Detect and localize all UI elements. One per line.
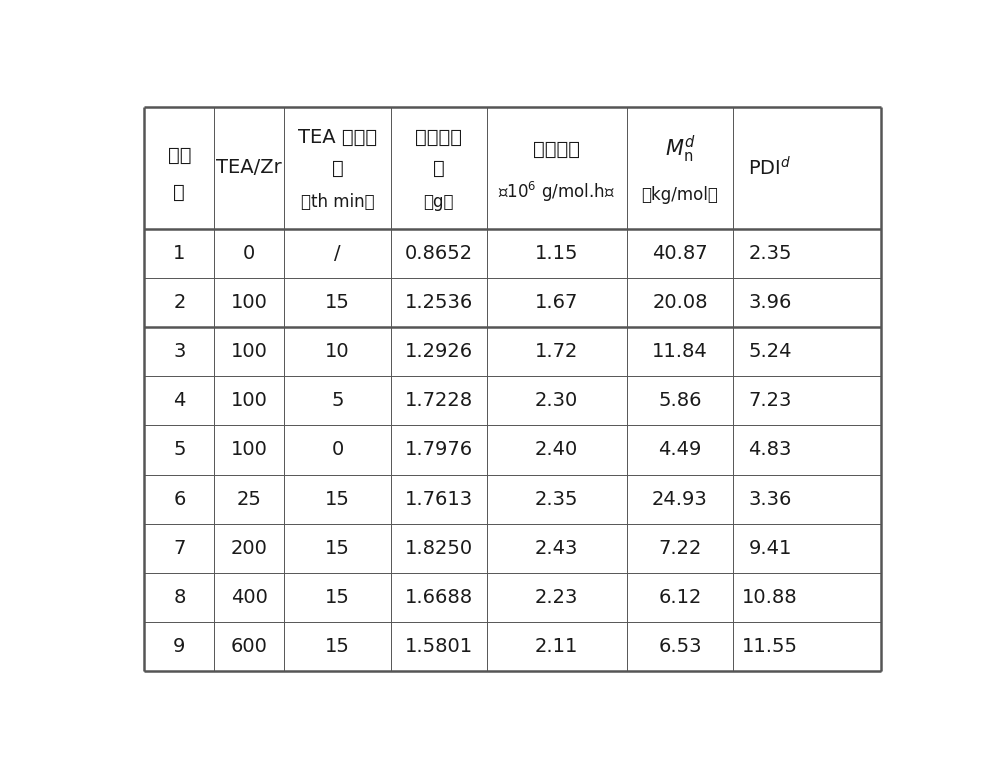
Text: 25: 25 (237, 490, 262, 509)
Text: 15: 15 (325, 637, 350, 656)
Text: 1.5801: 1.5801 (405, 637, 473, 656)
Text: 7.23: 7.23 (748, 391, 792, 410)
Text: 10.88: 10.88 (742, 588, 798, 607)
Text: 15: 15 (325, 588, 350, 607)
Text: 2.30: 2.30 (535, 391, 578, 410)
Text: 3.36: 3.36 (748, 490, 792, 509)
Text: 4.49: 4.49 (658, 440, 702, 460)
Text: 40.87: 40.87 (652, 244, 708, 263)
Text: 6: 6 (173, 490, 186, 509)
Text: 1.72: 1.72 (535, 342, 578, 361)
Text: 600: 600 (231, 637, 268, 656)
Text: 刻: 刻 (332, 159, 344, 177)
Text: 15: 15 (325, 293, 350, 312)
Text: 0.8652: 0.8652 (405, 244, 473, 263)
Text: 10: 10 (325, 342, 350, 361)
Text: 1.2536: 1.2536 (405, 293, 473, 312)
Text: 1.67: 1.67 (535, 293, 578, 312)
Text: 5: 5 (173, 440, 186, 460)
Text: 9.41: 9.41 (748, 539, 792, 557)
Text: 5: 5 (331, 391, 344, 410)
Text: 11.84: 11.84 (652, 342, 708, 361)
Text: 5.24: 5.24 (748, 342, 792, 361)
Text: 聚合活性: 聚合活性 (533, 140, 580, 160)
Text: 0: 0 (243, 244, 255, 263)
Text: 200: 200 (231, 539, 268, 557)
Text: $M_\mathrm{n}^d$: $M_\mathrm{n}^d$ (665, 134, 695, 166)
Text: （10$^6$ g/mol.h）: （10$^6$ g/mol.h） (498, 180, 615, 204)
Text: 2.23: 2.23 (535, 588, 578, 607)
Text: 1.7613: 1.7613 (405, 490, 473, 509)
Text: 24.93: 24.93 (652, 490, 708, 509)
Text: TEA/Zr: TEA/Zr (216, 159, 282, 177)
Text: 15: 15 (325, 490, 350, 509)
Text: 100: 100 (231, 440, 268, 460)
Text: 100: 100 (231, 293, 268, 312)
Text: 100: 100 (231, 342, 268, 361)
Text: 1.7976: 1.7976 (405, 440, 473, 460)
Text: 20.08: 20.08 (652, 293, 708, 312)
Text: 4: 4 (173, 391, 186, 410)
Text: 8: 8 (173, 588, 186, 607)
Text: 5.86: 5.86 (658, 391, 702, 410)
Text: 1.7228: 1.7228 (405, 391, 473, 410)
Text: 2.35: 2.35 (748, 244, 792, 263)
Text: 6.53: 6.53 (658, 637, 702, 656)
Text: 2.35: 2.35 (535, 490, 578, 509)
Text: （kg/mol）: （kg/mol） (642, 186, 718, 204)
Text: 1.2926: 1.2926 (405, 342, 473, 361)
Text: 0: 0 (332, 440, 344, 460)
Text: 3: 3 (173, 342, 186, 361)
Text: 聚乙烯质: 聚乙烯质 (415, 128, 462, 147)
Text: /: / (334, 244, 341, 263)
Text: 6.12: 6.12 (658, 588, 702, 607)
Text: 1.15: 1.15 (535, 244, 578, 263)
Text: 实施: 实施 (168, 146, 191, 165)
Text: 2: 2 (173, 293, 186, 312)
Text: 1.6688: 1.6688 (405, 588, 473, 607)
Text: 量: 量 (433, 159, 445, 177)
Text: 100: 100 (231, 391, 268, 410)
Text: 400: 400 (231, 588, 268, 607)
Text: 2.43: 2.43 (535, 539, 578, 557)
Text: 7.22: 7.22 (658, 539, 702, 557)
Text: 15: 15 (325, 539, 350, 557)
Text: 1.8250: 1.8250 (405, 539, 473, 557)
Text: 2.11: 2.11 (535, 637, 578, 656)
Text: 4.83: 4.83 (748, 440, 792, 460)
Text: 9: 9 (173, 637, 186, 656)
Text: （th min）: （th min） (301, 193, 374, 211)
Text: TEA 加入时: TEA 加入时 (298, 128, 377, 147)
Text: PDI$^d$: PDI$^d$ (748, 157, 792, 180)
Text: 7: 7 (173, 539, 186, 557)
Text: 例: 例 (173, 183, 185, 202)
Text: 2.40: 2.40 (535, 440, 578, 460)
Text: 11.55: 11.55 (742, 637, 798, 656)
Text: （g）: （g） (424, 193, 454, 211)
Text: 1: 1 (173, 244, 186, 263)
Text: 3.96: 3.96 (748, 293, 792, 312)
